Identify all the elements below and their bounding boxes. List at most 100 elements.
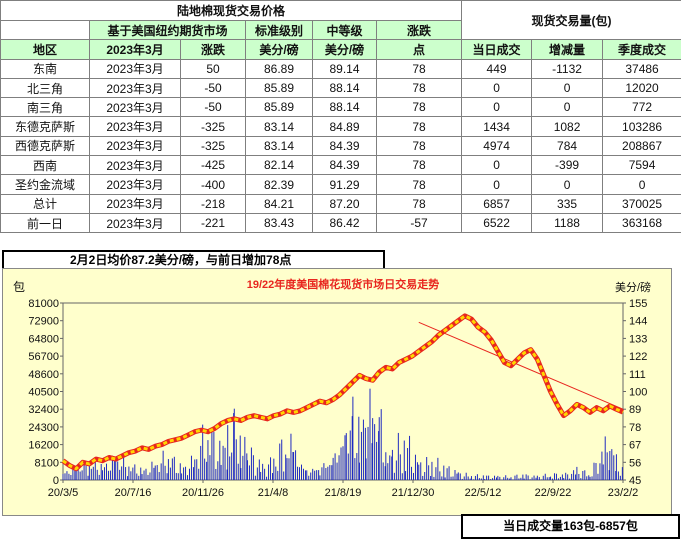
- table-cell: 圣约金流域: [0, 174, 90, 195]
- col-points: 点: [375, 39, 463, 60]
- table-cell: 86.89: [245, 58, 313, 79]
- left-tick-label: 64800: [28, 333, 59, 345]
- table-cell: 363168: [602, 212, 681, 234]
- table-cell: -399: [531, 155, 604, 176]
- table-cell: 91.29: [312, 174, 377, 195]
- table-cell: 103286: [602, 116, 681, 137]
- price-table-section: 陆地棉现货交易价格 现货交易量(包) 基于美国纽约期货市场 标准级别 中等级 涨…: [0, 0, 681, 234]
- table-cell: 88.14: [312, 97, 377, 118]
- right-tick-label: 111: [629, 369, 646, 381]
- right-tick-label: 122: [629, 351, 647, 363]
- table-cell: 2023年3月: [89, 58, 181, 79]
- table-cell: 6522: [461, 212, 533, 234]
- table-cell: 82.14: [245, 155, 313, 176]
- table-cell: 1188: [531, 212, 604, 234]
- empty-cell: [0, 19, 90, 41]
- table-row: 东南 2023年3月 50 86.89 89.14 78 449 -1132 37486: [0, 58, 681, 79]
- table-cell: 北三角: [0, 77, 90, 99]
- table-cell: -57: [375, 212, 463, 234]
- table-cell: 89.14: [312, 58, 377, 79]
- x-tick-label: 22/9/22: [535, 487, 572, 499]
- table-cell: 83.43: [245, 212, 313, 234]
- table-row: 西南 2023年3月 -425 82.14 84.39 78 0 -399 7594: [0, 155, 681, 176]
- left-tick-label: 48600: [28, 369, 59, 381]
- table-cell: 78: [375, 116, 463, 137]
- table-cell: 78: [375, 174, 463, 195]
- column-headers: 地区 2023年3月 涨跌 美分/磅 美分/磅 点 当日成交 增减量 季度成交: [0, 39, 681, 60]
- right-unit-label: 美分/磅: [615, 280, 651, 294]
- right-tick-label: 56: [629, 457, 641, 469]
- right-tick-label: 155: [629, 298, 647, 310]
- table-cell: 0: [531, 97, 604, 118]
- trend-line: [418, 321, 624, 410]
- table-row: 前一日 2023年3月 -221 83.43 86.42 -57 6522 1188 36316…: [0, 212, 681, 234]
- volume-banner: 当日成交量163包-6857包: [461, 514, 680, 539]
- right-tick-label: 45: [629, 475, 641, 487]
- table-row: 总计 2023年3月 -218 84.21 87.20 78 6857 335 370025: [0, 193, 681, 214]
- table-cell: 1082: [531, 116, 604, 137]
- left-unit-label: 包: [13, 280, 25, 294]
- table-cell: 2023年3月: [89, 174, 181, 195]
- table-cell: 50: [180, 58, 246, 79]
- col-std-unit: 美分/磅: [245, 39, 313, 60]
- x-tick-label: 20/3/5: [48, 487, 79, 499]
- table-cell: -325: [180, 135, 246, 157]
- table-row: 西德克萨斯 2023年3月 -325 83.14 84.39 78 4974 784 20886…: [0, 135, 681, 157]
- table-cell: -425: [180, 155, 246, 176]
- table-cell: 88.14: [312, 77, 377, 99]
- col-season: 季度成交: [602, 39, 681, 60]
- col-mid-unit: 美分/磅: [312, 39, 377, 60]
- x-tick-label: 21/4/8: [258, 487, 289, 499]
- table-row: 南三角 2023年3月 -50 85.89 88.14 78 0 0 772: [0, 97, 681, 118]
- table-cell: 78: [375, 58, 463, 79]
- table-cell: 0: [461, 97, 533, 118]
- table-cell: 2023年3月: [89, 155, 181, 176]
- table-cell: 东南: [0, 58, 90, 79]
- table-cell: 78: [375, 155, 463, 176]
- table-cell: 2023年3月: [89, 77, 181, 99]
- right-tick-label: 100: [629, 387, 647, 399]
- table-cell: -50: [180, 97, 246, 118]
- left-tick-label: 0: [53, 475, 59, 487]
- x-tick-label: 20/7/16: [115, 487, 152, 499]
- table-cell: 78: [375, 97, 463, 118]
- x-tick-label: 22/5/12: [465, 487, 502, 499]
- table-cell: 2023年3月: [89, 116, 181, 137]
- table-cell: -1132: [531, 58, 604, 79]
- right-tick-label: 133: [629, 333, 647, 345]
- table-cell: 784: [531, 135, 604, 157]
- table-row: 东德克萨斯 2023年3月 -325 83.14 84.89 78 1434 1082 1032…: [0, 116, 681, 137]
- futures-header: 基于美国纽约期货市场: [89, 19, 246, 41]
- table-cell: -50: [180, 77, 246, 99]
- right-tick-label: 67: [629, 440, 641, 452]
- table-cell: 84.39: [312, 135, 377, 157]
- table-cell: 83.14: [245, 135, 313, 157]
- left-tick-label: 8100: [35, 457, 59, 469]
- table-cell: 2023年3月: [89, 193, 181, 214]
- change-header: 涨跌: [375, 19, 463, 41]
- price-line: [62, 314, 624, 471]
- table-cell: 449: [461, 58, 533, 79]
- table-cell: 2023年3月: [89, 135, 181, 157]
- col-change: 涨跌: [180, 39, 246, 60]
- table-cell: 78: [375, 77, 463, 99]
- table-cell: 前一日: [0, 212, 90, 234]
- x-tick-label: 20/11/26: [182, 487, 224, 499]
- table-cell: 78: [375, 193, 463, 214]
- price-line-outline: [61, 313, 625, 472]
- left-tick-label: 81000: [28, 298, 59, 310]
- table-cell: 0: [461, 77, 533, 99]
- table-body: 东南 2023年3月 50 86.89 89.14 78 449 -1132 37486 北三角 2…: [0, 58, 681, 234]
- table-cell: 总计: [0, 193, 90, 214]
- right-tick-label: 89: [629, 404, 641, 416]
- table-cell: 772: [602, 97, 681, 118]
- col-daily-volume: 当日成交: [461, 39, 533, 60]
- chart-panel: 19/22年度美国棉花现货市场日交易走势包美分/磅 81000 72900 64800…: [2, 268, 672, 516]
- table-cell: -325: [180, 116, 246, 137]
- standard-grade-header: 标准级别: [245, 19, 313, 41]
- table-cell: 7594: [602, 155, 681, 176]
- left-tick-label: 72900: [28, 316, 59, 328]
- table-cell: 西德克萨斯: [0, 135, 90, 157]
- middle-grade-header: 中等级: [312, 19, 377, 41]
